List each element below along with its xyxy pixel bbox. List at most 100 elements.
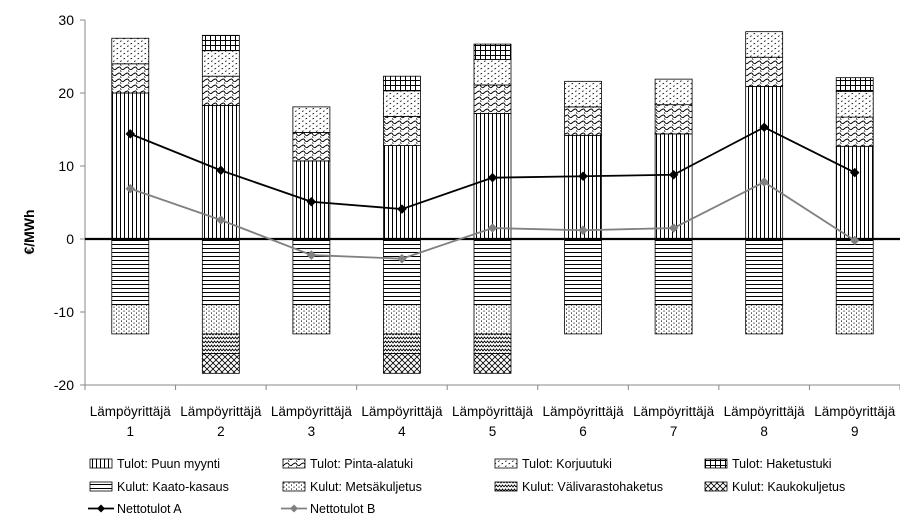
bar-segment-s1-c3 [383,115,421,146]
y-tick-label: -20 [54,377,74,393]
legend-label: Tulot: Puun myynti [117,457,220,471]
line-point-s0-c0 [125,129,136,139]
line-point-s1-c3 [397,253,407,264]
legend-label: Nettotulot B [310,502,375,515]
y-tick-labels: -20 -10 0 10 20 30 [54,12,74,393]
bar-segment-s2-c8 [835,91,874,118]
bar-segment-s5-c0 [111,304,150,335]
category-label: Lämpöyrittäjä 4 [361,404,443,439]
category-label: Lämpöyrittäjä 7 [633,404,715,439]
y-axis-label: €/MWh [21,209,37,254]
category-label: Lämpöyrittäjä 6 [543,404,625,439]
bar-segment-s2-c6 [654,78,693,106]
legend-label: Kulut: Kaato-kasaus [117,480,229,494]
bar-segment-s4-c0 [111,238,150,306]
y-tick-label: 30 [58,12,74,28]
bar-segment-s0-c3 [383,145,421,240]
bar-segment-s2-c7 [745,31,784,58]
bar-segment-s2-c1 [201,50,240,77]
legend: Tulot: Puun myynti Tulot: Pinta-alatuki Tu… [88,457,845,515]
legend-label: Nettotulot A [117,502,182,515]
bar-segment-s3-c1 [201,34,240,52]
bar-segment-s6-c3 [383,333,421,355]
line-point-s1-c4 [487,223,498,233]
category-label: Lämpöyrittäjä 2 [180,404,262,439]
bar-segment-s6-c4 [473,333,512,355]
bar-segment-s1-c4 [473,84,512,114]
line-point-s0-c7 [759,122,770,133]
bar-segment-s3-c3 [383,75,421,92]
bar-segment-s0-c0 [111,92,150,240]
bar-segment-s1-c5 [564,106,602,136]
y-tick-label: 20 [58,85,74,101]
bar-segment-s4-c6 [654,238,693,306]
bar-segment-s1-c0 [111,63,150,94]
category-label: Lämpöyrittäjä 1 [90,404,172,439]
line-point-s0-c1 [215,165,226,176]
bar-segment-s0-c8 [835,145,874,240]
bar-segment-s5-c2 [292,304,331,335]
bar-segment-s1-c8 [835,116,874,147]
bars-layer [111,31,874,374]
legend-label: Tulot: Pinta-alatuki [310,457,413,471]
category-label: Lämpöyrittäjä 8 [724,404,806,439]
bar-segment-s1-c1 [201,75,240,106]
bar-segment-s2-c2 [292,106,331,133]
legend-marker [97,504,105,513]
legend-label: Tulot: Haketustuki [732,457,832,471]
bar-segment-s3-c4 [473,43,512,60]
bar-segment-s7-c4 [473,353,512,374]
bar-segment-s1-c7 [745,56,784,87]
y-tick-label: 0 [66,231,74,247]
line-point-s0-c2 [306,196,317,207]
bar-segment-s6-c1 [201,333,240,355]
bar-segment-s7-c1 [201,353,240,374]
axes-layer [80,19,900,390]
bar-segment-s1-c6 [654,104,693,135]
legend-swatch [494,481,518,492]
bar-segment-s4-c4 [473,238,512,306]
bar-segment-s5-c3 [383,304,421,335]
legend-label: Kulut: Kaukokuljetus [732,480,845,494]
legend-swatch [704,481,728,492]
category-label: Lämpöyrittäjä 9 [814,404,896,439]
bar-segment-s1-c2 [292,132,331,162]
line-point-s0-c6 [668,169,679,180]
lines-layer [125,122,860,264]
bar-segment-s2-c0 [111,37,150,65]
legend-swatch [89,481,113,492]
bar-segment-s2-c4 [473,59,512,86]
bar-segment-s3-c8 [835,77,874,92]
legend-swatch [89,458,113,469]
bar-segment-s4-c2 [292,238,331,306]
bar-segment-s5-c6 [654,304,693,335]
category-label: Lämpöyrittäjä 5 [452,404,534,439]
legend-label: Kulut: Metsäkuljetus [310,480,422,494]
line-point-s1-c2 [306,250,317,260]
bar-segment-s0-c7 [745,86,784,240]
line-point-s1-c5 [578,225,588,236]
legend-swatch [494,458,518,469]
line-point-s1-c6 [668,223,679,233]
line-point-s1-c8 [849,235,860,246]
legend-marker [290,504,298,513]
bar-segment-s4-c5 [564,238,602,306]
line-point-s1-c0 [125,183,136,194]
bar-segment-s4-c1 [201,238,240,306]
legend-label: Tulot: Korjuutuki [522,457,612,471]
y-tick-label: -10 [54,304,74,320]
legend-label: Kulut: Välivarastohaketus [522,480,663,494]
bar-segment-s4-c8 [835,238,874,306]
bar-segment-s2-c5 [564,80,602,108]
line-point-s0-c3 [397,204,407,214]
bar-segment-s5-c4 [473,304,512,335]
legend-swatch [282,458,306,469]
line-point-s0-c4 [487,172,498,183]
line-point-s1-c7 [759,177,770,187]
line-point-s0-c8 [849,167,860,178]
bar-segment-s2-c3 [383,90,421,117]
legend-swatch [704,458,728,469]
bar-segment-s5-c7 [745,304,784,335]
bar-segment-s5-c1 [201,304,240,335]
